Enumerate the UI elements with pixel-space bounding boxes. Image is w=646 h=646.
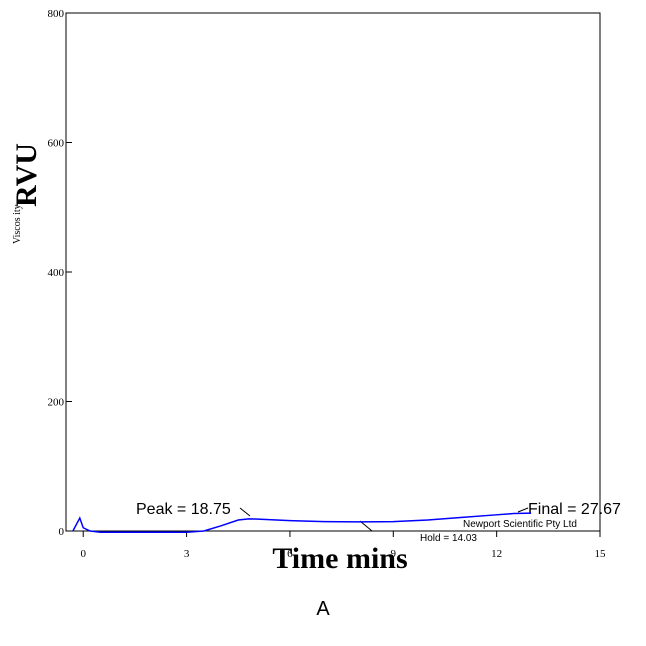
x-tick-label: 15 [595, 548, 607, 560]
annotation: Newport Scientific Pty Ltd [463, 519, 577, 530]
y-tick-label: 200 [48, 397, 65, 409]
x-label: Time mins [272, 542, 407, 575]
arrow [239, 507, 251, 517]
x-tick-label: 9 [391, 548, 397, 560]
arrow [517, 507, 529, 513]
x-tick-label: 12 [491, 548, 502, 560]
y-label-small: Viscos ity [12, 204, 23, 244]
plot-frame [65, 12, 601, 532]
annotation: Hold = 14.03 [420, 533, 477, 544]
y-label: RVU [10, 143, 43, 207]
x-tick-label: 6 [287, 548, 293, 560]
x-tick-label: 3 [184, 548, 190, 560]
x-tick-label: 0 [80, 548, 86, 560]
caption: A [316, 598, 330, 620]
y-tick-label: 400 [48, 267, 65, 279]
y-tick-label: 800 [48, 8, 65, 20]
arrow [359, 520, 373, 532]
y-tick-label: 0 [59, 526, 65, 538]
annotation: Peak = 18.75 [136, 501, 231, 518]
annotation: Final = 27.67 [528, 501, 621, 518]
data-line [72, 512, 532, 534]
y-tick-label: 600 [48, 138, 65, 150]
